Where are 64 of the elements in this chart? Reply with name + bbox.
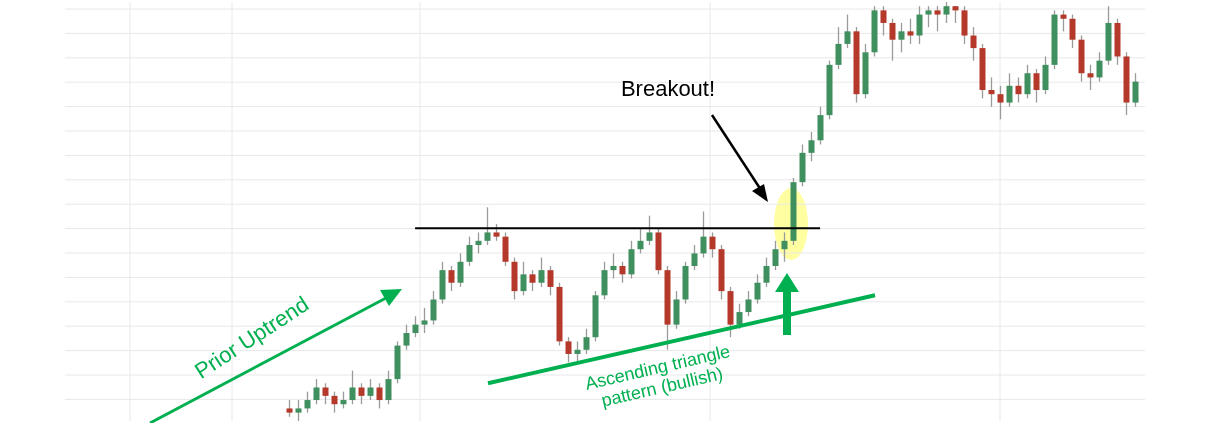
candlestick: [988, 76, 995, 108]
candlestick: [898, 22, 905, 53]
candlestick: [808, 131, 815, 162]
candlestick: [1024, 64, 1031, 100]
candlestick: [484, 206, 491, 246]
candlestick: [367, 378, 374, 401]
candlestick: [304, 391, 311, 414]
candlestick: [646, 215, 653, 246]
candlestick: [430, 290, 437, 326]
candlestick: [880, 5, 887, 37]
candlestick: [763, 256, 770, 288]
candlestick: [709, 231, 716, 259]
candlestick: [1087, 64, 1094, 91]
candlestick: [322, 382, 329, 405]
candlestick: [934, 5, 941, 32]
candlestick: [1006, 72, 1013, 108]
candlestick: [1132, 72, 1139, 108]
candlestick: [844, 13, 851, 49]
candlestick: [700, 210, 707, 259]
candlestick: [520, 261, 527, 296]
candlestick: [412, 315, 419, 338]
annotation: Ascending triangle pattern (bullish): [583, 341, 733, 413]
candlestick: [619, 261, 626, 284]
candlestick: [574, 340, 581, 363]
candlestick: [907, 18, 914, 45]
candlestick: [295, 399, 302, 421]
candlestick: [1069, 13, 1076, 49]
candlestick: [385, 370, 392, 405]
candlestick: [1033, 68, 1040, 104]
annotation: Breakout!: [620, 75, 716, 102]
candlestick: [943, 2, 950, 24]
candlestick: [358, 382, 365, 405]
candlestick: [313, 378, 320, 405]
candlestick: [997, 85, 1004, 120]
candlestick: [637, 227, 644, 255]
candlestick: [349, 370, 356, 405]
candlestick: [754, 273, 761, 305]
candlestick: [970, 26, 977, 62]
candlestick: [781, 231, 788, 263]
candlestick: [466, 235, 473, 267]
candlestick: [376, 382, 383, 410]
candlestick: [421, 307, 428, 334]
candlestick: [565, 336, 572, 363]
candlestick: [475, 231, 482, 255]
candlestick: [583, 328, 590, 355]
candlestick: [1060, 9, 1067, 32]
candlestick: [736, 303, 743, 330]
candlestick: [457, 252, 464, 288]
candlestick: [772, 240, 779, 271]
candlestick: [691, 244, 698, 271]
candlestick: [745, 290, 752, 317]
candlestick: [448, 265, 455, 292]
candlestick: [889, 18, 896, 62]
candlestick: [1096, 51, 1103, 83]
candlestick: [403, 323, 410, 351]
candlestick: [916, 5, 923, 45]
candlestick: [538, 256, 545, 288]
candlestick: [331, 391, 338, 414]
candlestick: [835, 26, 842, 70]
candlestick: [529, 269, 536, 292]
candlestick: [547, 265, 554, 296]
candlestick: [1015, 76, 1022, 104]
candlestick: [610, 252, 617, 280]
candlestick: [925, 5, 932, 28]
